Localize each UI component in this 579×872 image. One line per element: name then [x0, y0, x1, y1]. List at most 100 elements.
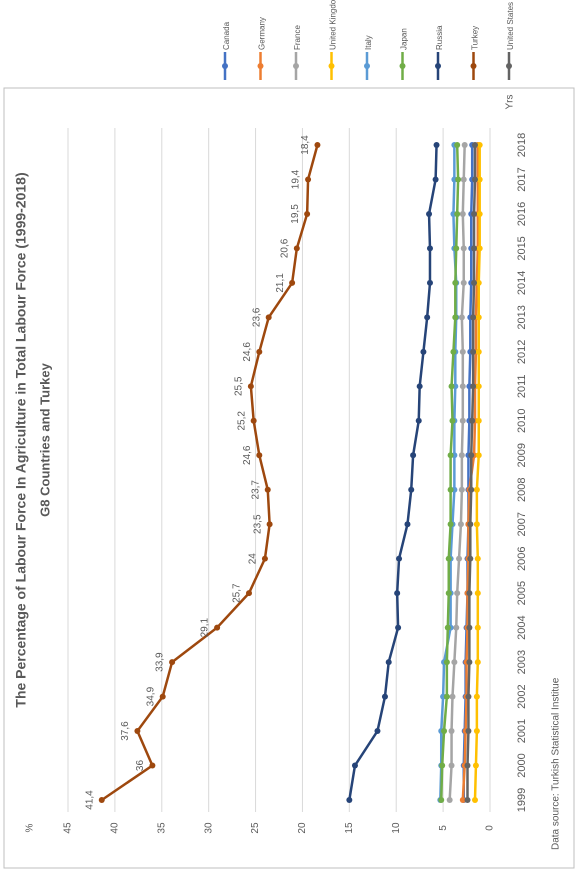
data-point — [447, 486, 454, 493]
data-point — [374, 728, 381, 735]
x-tick-label: 1999 — [516, 788, 528, 812]
data-point — [250, 417, 257, 424]
data-point — [471, 245, 478, 252]
legend-label: Turkey — [471, 26, 480, 50]
data-point — [454, 210, 461, 217]
legend-marker — [293, 63, 299, 69]
data-point — [452, 314, 459, 321]
data-point — [264, 486, 271, 493]
data-point — [475, 417, 482, 424]
x-tick-label: 2013 — [516, 305, 528, 329]
x-tick-label: 2000 — [516, 753, 528, 777]
data-label: 37,6 — [120, 721, 131, 741]
y-tick-label: 40 — [110, 822, 121, 834]
data-point — [457, 521, 464, 528]
x-tick-label: 2003 — [516, 650, 528, 674]
x-axis-label: Yrs — [505, 95, 516, 110]
x-tick-label: 2010 — [516, 409, 528, 433]
data-point — [444, 624, 451, 631]
data-point — [467, 555, 474, 562]
legend-label: Italy — [364, 35, 373, 50]
data-point — [459, 210, 466, 217]
data-point — [445, 590, 452, 597]
data-point — [459, 417, 466, 424]
data-point — [465, 693, 472, 700]
data-point — [433, 142, 440, 148]
data-point — [214, 624, 221, 631]
data-label: 21,1 — [275, 273, 286, 293]
data-point — [468, 486, 475, 493]
x-tick-label: 2014 — [516, 271, 528, 295]
legend-marker — [399, 63, 406, 69]
data-label: 36 — [135, 760, 146, 772]
data-point — [447, 452, 454, 459]
y-tick-label: 0 — [485, 825, 496, 831]
data-label: 25,2 — [236, 411, 247, 431]
data-point — [305, 176, 312, 183]
x-tick-label: 2015 — [516, 236, 528, 260]
data-point — [426, 210, 433, 217]
x-tick-label: 2002 — [516, 684, 528, 708]
data-point — [261, 555, 268, 562]
data-point — [441, 728, 448, 735]
data-point — [453, 245, 460, 252]
data-point — [473, 486, 480, 493]
x-tick-label: 2001 — [516, 719, 528, 743]
data-point — [314, 142, 321, 148]
legend-label: Japan — [400, 28, 409, 50]
y-tick-label: 45 — [63, 822, 74, 834]
data-point — [426, 279, 433, 286]
data-point — [476, 176, 483, 183]
x-tick-label: 2018 — [516, 133, 528, 157]
data-point — [438, 797, 445, 803]
data-point — [396, 555, 403, 562]
y-tick-label: 30 — [203, 822, 214, 834]
legend-label: United States — [506, 2, 515, 50]
data-point — [461, 142, 468, 148]
x-tick-label: 2012 — [516, 340, 528, 364]
data-label: 23,7 — [250, 480, 261, 500]
data-point — [424, 314, 431, 321]
data-point — [466, 590, 473, 597]
data-point — [445, 555, 452, 562]
data-point — [474, 659, 481, 666]
data-label: 29,1 — [200, 617, 211, 637]
data-point — [466, 659, 473, 666]
legend-marker — [257, 63, 264, 69]
data-point — [446, 797, 453, 803]
data-label: 23,6 — [251, 307, 262, 327]
data-point — [475, 279, 482, 286]
y-tick-label: 25 — [250, 822, 261, 834]
data-point — [289, 279, 296, 286]
x-tick-label: 2016 — [516, 202, 528, 226]
data-point — [471, 797, 478, 803]
data-point — [443, 693, 450, 700]
y-tick-label: 5 — [438, 825, 449, 831]
data-point — [265, 314, 272, 321]
data-point — [475, 348, 482, 355]
data-point — [98, 797, 105, 803]
series-line — [466, 145, 477, 800]
data-point — [476, 142, 483, 148]
legend-label: Russia — [435, 25, 444, 50]
data-point — [453, 624, 460, 631]
y-axis-label: % — [25, 823, 36, 832]
data-point — [420, 348, 427, 355]
data-point — [460, 279, 467, 286]
chart-subtitle: G8 Countries and Turkey — [37, 362, 52, 516]
data-point — [456, 555, 463, 562]
series-line — [448, 144, 466, 801]
series-line — [439, 145, 458, 801]
data-point — [159, 693, 166, 700]
chart-frame — [3, 87, 575, 869]
data-point — [426, 245, 433, 252]
data-point — [473, 728, 480, 735]
x-tick-label: 2004 — [516, 615, 528, 639]
data-point — [471, 210, 478, 217]
data-point — [385, 659, 392, 666]
data-point — [471, 142, 478, 148]
data-point — [475, 452, 482, 459]
y-tick-label: 20 — [297, 822, 308, 834]
data-point — [470, 314, 477, 321]
